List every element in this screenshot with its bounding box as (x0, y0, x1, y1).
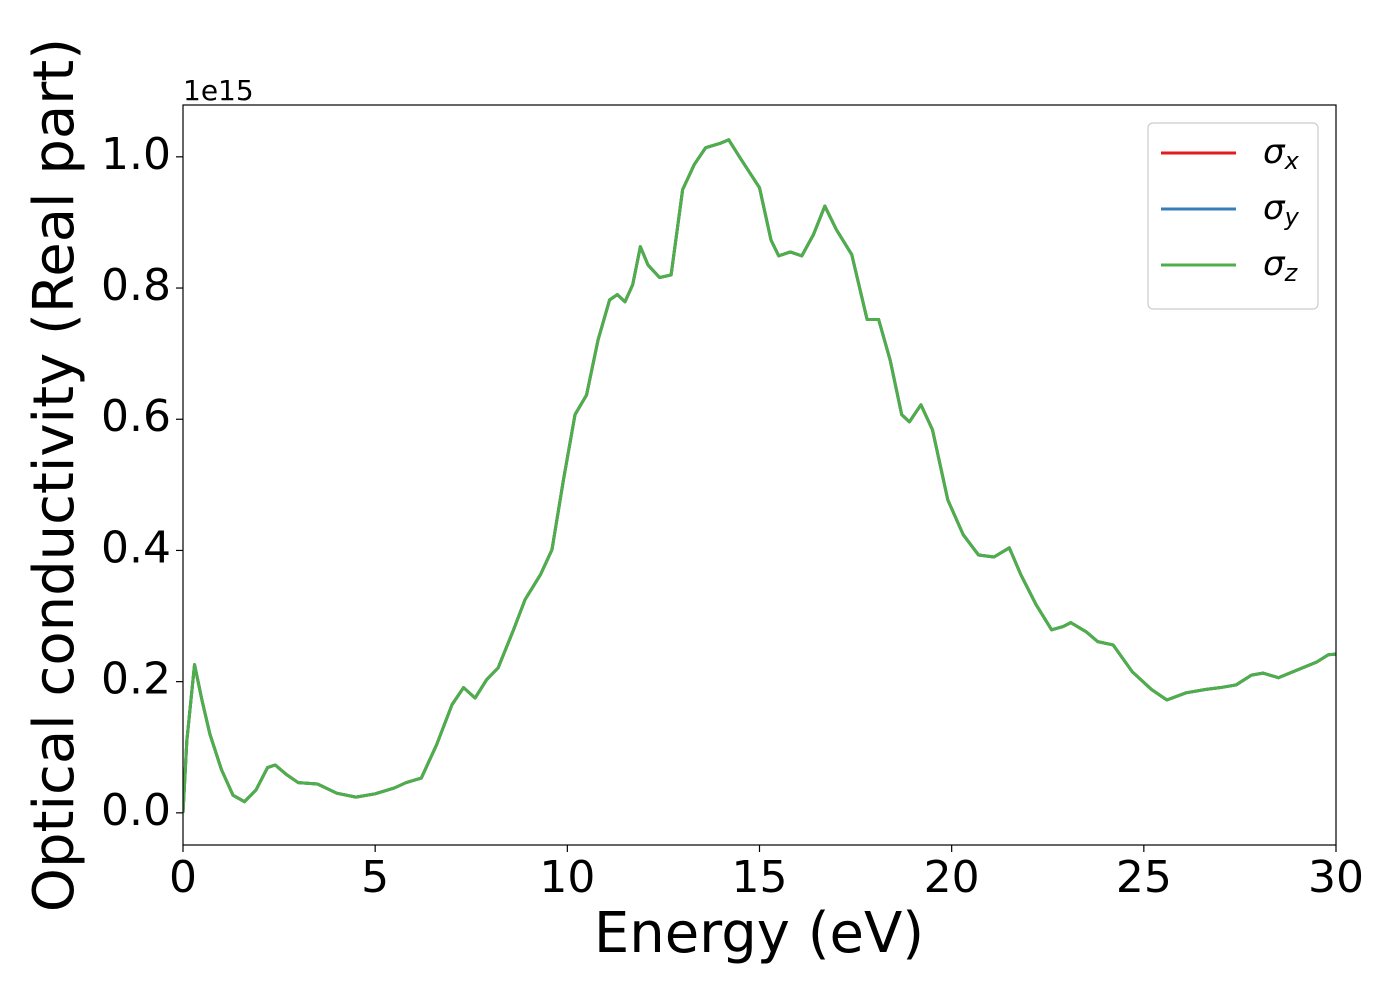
y-axis-label: Optical conductivity (Real part) (22, 38, 87, 912)
legend-label: σx (1263, 132, 1300, 176)
y-tick-label: 0.2 (101, 654, 171, 705)
x-tick-label: 25 (1116, 852, 1172, 903)
y-tick-label: 0.0 (101, 785, 171, 836)
x-tick-label: 10 (539, 852, 595, 903)
x-tick-label: 0 (169, 852, 197, 903)
y-tick-label: 0.6 (101, 391, 171, 442)
y-tick-label: 0.8 (101, 260, 171, 311)
legend-label: σz (1263, 244, 1299, 288)
x-tick-label: 15 (732, 852, 788, 903)
plot-frame (182, 104, 1337, 846)
x-axis-label: Energy (eV) (594, 901, 924, 966)
series-line (183, 138, 1336, 813)
x-tick-label: 20 (924, 852, 980, 903)
x-tick-label: 30 (1308, 852, 1364, 903)
x-tick-label: 5 (361, 852, 389, 903)
legend-label: σy (1263, 188, 1300, 232)
legend-box (1147, 122, 1319, 310)
y-tick-label: 0.4 (101, 522, 171, 573)
offset-text: 1e15 (183, 74, 254, 107)
y-tick-label: 1.0 (101, 129, 171, 180)
plot-lines (183, 138, 1336, 813)
